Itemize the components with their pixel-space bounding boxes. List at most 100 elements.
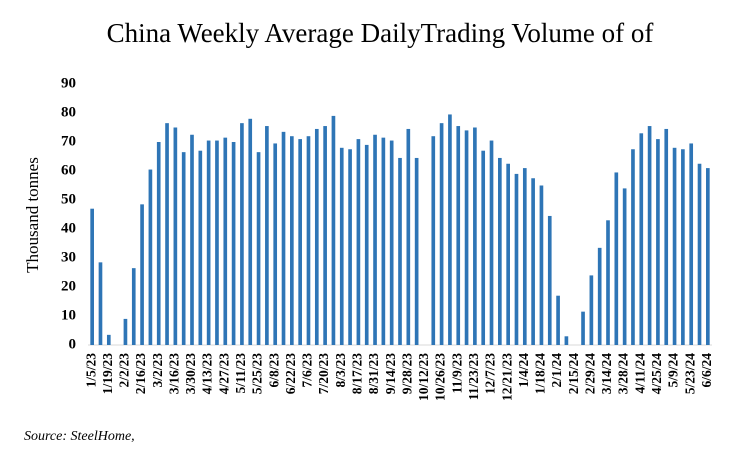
x-tick-label: 4/27/23 <box>216 353 231 395</box>
x-tick-label: 8/31/23 <box>366 353 381 395</box>
bar <box>431 136 436 345</box>
bar <box>140 204 144 345</box>
bar <box>348 149 352 345</box>
x-tick-label: 1/18/24 <box>533 353 548 395</box>
bar <box>681 149 685 345</box>
x-tick-label: 12/21/23 <box>499 353 514 401</box>
x-tick-label: 6/22/23 <box>283 353 298 395</box>
x-tick-label: 2/2/23 <box>117 353 132 388</box>
x-tick-label: 3/28/24 <box>616 353 631 395</box>
bar <box>165 123 169 346</box>
x-tick-label: 6/6/24 <box>699 353 714 388</box>
bar <box>314 128 319 345</box>
bar <box>265 126 269 345</box>
bar <box>697 163 702 345</box>
x-tick-label: 4/25/24 <box>649 353 664 395</box>
bar <box>248 118 253 345</box>
bar <box>622 188 627 345</box>
bar <box>273 143 278 345</box>
bar <box>290 136 294 345</box>
bar <box>240 123 244 346</box>
x-tick-label: 3/16/23 <box>166 353 181 395</box>
bar <box>647 126 652 345</box>
x-tick-label: 5/23/24 <box>682 353 697 395</box>
x-tick-label: 3/30/23 <box>183 353 198 395</box>
source-note: Source: SteelHome, <box>24 429 135 444</box>
y-tick-label: 30 <box>61 249 76 265</box>
x-tick-label: 9/14/23 <box>383 353 398 395</box>
x-tick-label: 11/9/23 <box>449 353 464 394</box>
y-tick-label: 90 <box>61 75 76 91</box>
x-tick-label: 4/13/23 <box>200 353 215 395</box>
bar <box>339 147 344 345</box>
chart-title: China Weekly Average DailyTrading Volume… <box>107 18 654 48</box>
bar <box>531 178 535 345</box>
x-tick-label: 1/4/24 <box>516 353 531 388</box>
bar <box>281 131 286 345</box>
x-tick-label: 8/3/23 <box>333 353 348 388</box>
y-tick-label: 40 <box>61 220 76 236</box>
bar <box>614 172 619 345</box>
bar <box>414 157 419 345</box>
bar <box>198 150 203 345</box>
title-line: China Weekly Average DailyTrading Volume… <box>107 18 654 48</box>
bar <box>131 268 136 345</box>
x-tick-label: 7/20/23 <box>316 353 331 395</box>
bar <box>256 152 261 345</box>
bar <box>356 139 361 345</box>
x-tick-label: 5/11/23 <box>233 353 248 394</box>
x-tick-label: 10/12/23 <box>416 353 431 401</box>
bar <box>589 275 594 345</box>
bar <box>672 147 677 345</box>
bar <box>215 140 219 345</box>
x-tick-label: 5/25/23 <box>250 353 265 395</box>
bar <box>581 311 585 345</box>
bar <box>498 157 502 345</box>
bar <box>556 295 560 345</box>
x-tick-label: 8/17/23 <box>349 353 364 395</box>
bar <box>406 128 411 345</box>
bar <box>564 336 569 345</box>
bar <box>298 139 302 345</box>
y-tick-label: 80 <box>61 104 76 120</box>
bar <box>98 262 103 345</box>
bar <box>156 142 161 345</box>
bar <box>190 134 194 345</box>
bar <box>481 150 486 345</box>
bar <box>689 143 694 345</box>
bar <box>547 215 552 345</box>
x-tick-label: 2/15/24 <box>566 353 581 395</box>
y-axis-label: Thousand tonnes <box>23 157 42 273</box>
y-tick-label: 60 <box>61 162 76 178</box>
bar <box>181 152 186 345</box>
bar <box>639 133 644 345</box>
x-tick-label: 2/1/24 <box>549 353 564 388</box>
bar <box>206 140 211 345</box>
bar <box>373 134 377 345</box>
x-tick-label: 6/8/23 <box>266 353 281 388</box>
x-tick-label: 11/23/23 <box>466 353 481 401</box>
bar <box>331 115 336 346</box>
x-tick-label: 10/26/23 <box>433 353 448 401</box>
bar <box>489 140 494 345</box>
x-tick-label: 12/7/23 <box>483 353 498 395</box>
bar <box>381 137 386 345</box>
bar <box>706 168 710 345</box>
bar <box>656 139 660 345</box>
x-tick-label: 7/6/23 <box>300 353 315 388</box>
bar <box>539 185 544 345</box>
y-tick-label: 20 <box>61 278 76 294</box>
bar <box>223 137 228 345</box>
bar <box>473 127 477 345</box>
bar <box>306 136 311 345</box>
x-tick-label: 4/11/24 <box>632 353 647 394</box>
bar <box>448 114 452 345</box>
x-tick-label: 1/19/23 <box>100 353 115 395</box>
bar <box>597 247 602 345</box>
y-tick-label: 10 <box>61 307 76 323</box>
bar <box>631 149 635 345</box>
bar <box>464 130 469 345</box>
x-tick-label: 3/14/24 <box>599 353 614 395</box>
x-tick-label: 3/2/23 <box>150 353 165 388</box>
bar <box>439 123 444 346</box>
